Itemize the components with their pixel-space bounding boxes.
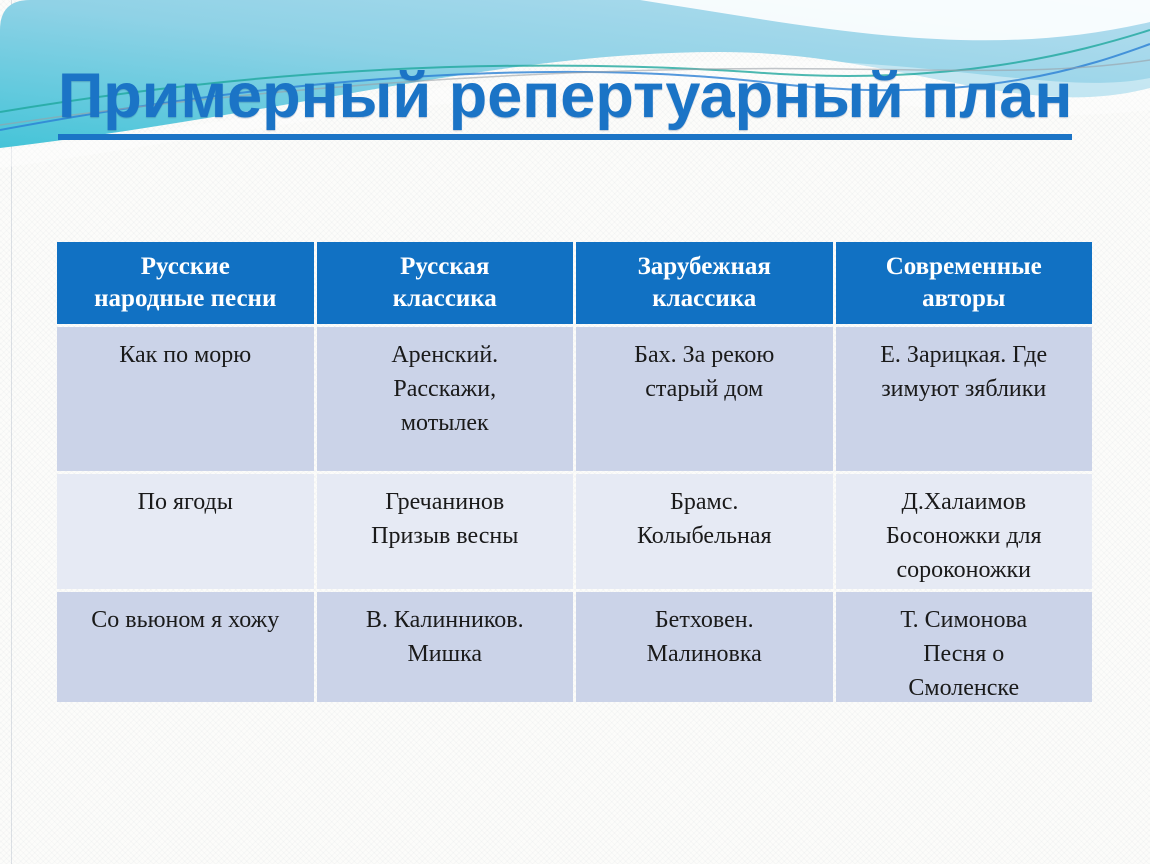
col-header-foreign-classics: Зарубежная классика: [576, 242, 833, 324]
table-cell: Аренский. Расскажи, мотылек: [316, 327, 573, 471]
slide-edge-line: [11, 0, 12, 864]
col-header-russian-classics: Русская классика: [316, 242, 573, 324]
col-header-folk-songs: Русские народные песни: [57, 242, 314, 324]
table-cell: Брамс. Колыбельная: [576, 474, 833, 589]
table-cell: Т. Симонова Песня о Смоленске: [835, 592, 1092, 702]
table-cell: Гречанинов Призыв весны: [316, 474, 573, 589]
top-wave-decoration: [0, 0, 1150, 168]
cyan-wave-shape: [0, 0, 1150, 148]
table-cell: В. Калинников. Мишка: [316, 592, 573, 702]
table-cell: Со вьюном я хожу: [57, 592, 314, 702]
page-title: Примерный репертуарный план: [58, 61, 1073, 141]
thin-wave-line-blue: [0, 43, 1150, 131]
table-cell: Бах. За рекою старый дом: [576, 327, 833, 471]
thin-wave-line-gray: [0, 59, 1150, 126]
white-swoosh-soft: [0, 59, 1150, 168]
table-cell: Е. Зарицкая. Где зимуют зяблики: [835, 327, 1092, 471]
table-cell: Бетховен. Малиновка: [576, 592, 833, 702]
table-cell: Д.Халаимов Босоножки для сороконожки: [835, 474, 1092, 589]
col-header-modern-authors: Современные авторы: [835, 242, 1092, 324]
table-cell: По ягоды: [57, 474, 314, 589]
repertoire-table: Русские народные песни Русская классика …: [57, 242, 1092, 702]
thin-wave-line-teal: [0, 29, 1150, 113]
white-swoosh-top-right: [640, 0, 1150, 41]
table-cell: Как по морю: [57, 327, 314, 471]
